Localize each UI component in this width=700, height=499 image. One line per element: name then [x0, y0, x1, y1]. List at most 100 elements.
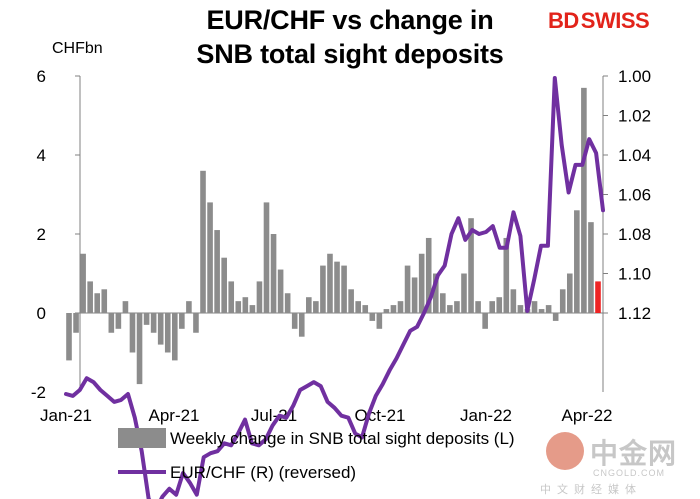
right-tick-label: 1.00: [618, 67, 651, 86]
bar-mark: [574, 210, 580, 313]
right-tick-label: 1.02: [618, 107, 651, 126]
bar-mark: [108, 313, 115, 333]
left-tick-label: 2: [37, 225, 46, 244]
bar-mark: [348, 289, 354, 313]
bar-mark: [306, 297, 312, 313]
right-tick-label: 1.10: [618, 265, 651, 284]
bar-mark: [298, 313, 305, 337]
bar-mark: [327, 253, 333, 313]
bar-mark: [475, 301, 481, 313]
bar-mark: [242, 297, 249, 313]
bar-mark: [101, 289, 108, 313]
right-tick-label: 1.06: [618, 186, 651, 205]
bar-mark: [313, 301, 319, 313]
bar-mark: [517, 305, 524, 313]
right-tick-label: 1.08: [618, 225, 651, 244]
bar-mark: [73, 313, 79, 333]
bar-mark: [256, 281, 263, 313]
bar-mark: [510, 289, 517, 313]
bar-mark: [489, 301, 495, 313]
bdswiss-logo: BD SWISS: [548, 6, 698, 36]
legend-bar-label: Weekly change in SNB total sight deposit…: [170, 429, 515, 448]
bar-mark: [179, 313, 185, 329]
bar-mark: [566, 273, 573, 313]
bar-mark: [320, 265, 326, 313]
legend-bar-swatch: [118, 428, 166, 448]
bar-mark: [94, 293, 101, 313]
x-tick-label: Apr-22: [561, 406, 612, 425]
bar-mark: [80, 253, 86, 313]
bar-mark: [588, 222, 594, 313]
bar-mark: [186, 301, 192, 313]
watermark-sub-text: 中文财经媒体: [540, 484, 642, 496]
bar-mark: [411, 277, 418, 313]
left-tick-label: 4: [37, 146, 46, 165]
chart-title-line-2: SNB total sight deposits: [196, 39, 504, 69]
bar-mark: [334, 261, 340, 313]
bar-mark: [355, 301, 361, 313]
bar-mark: [545, 305, 552, 313]
bar-mark: [136, 313, 143, 385]
bar-mark: [390, 305, 397, 313]
bar-mark: [559, 289, 566, 313]
x-tick-label: Apr-21: [148, 406, 199, 425]
watermark-cn-text: 中金网: [590, 437, 678, 470]
bar-mark: [425, 237, 432, 313]
left-tick-label: -2: [31, 383, 46, 402]
logo-bd-text: BD: [548, 8, 579, 33]
bar-mark: [249, 305, 256, 313]
watermark-domain-text: CNGOLD.COM: [593, 468, 666, 478]
bar-mark: [503, 237, 510, 313]
eurchf-line: [64, 76, 605, 499]
bar-mark: [341, 265, 347, 313]
bar-mark: [193, 313, 199, 333]
x-tick-label: Oct-21: [354, 406, 405, 425]
bar-mark: [404, 265, 411, 313]
bar-mark: [482, 313, 488, 329]
bar-mark: [228, 281, 235, 313]
bar-mark: [157, 313, 164, 345]
bar-mark: [595, 281, 601, 313]
bar-mark: [200, 170, 206, 313]
bar-mark: [129, 313, 136, 353]
bar-mark: [87, 281, 93, 313]
bar-mark: [143, 313, 150, 325]
bar-mark: [235, 301, 242, 313]
bar-mark: [432, 273, 439, 313]
bar-mark: [552, 313, 559, 321]
bar-mark: [461, 273, 467, 313]
bar-mark: [362, 305, 369, 313]
left-axis-unit-label: CHFbn: [52, 40, 103, 57]
bar-mark: [397, 301, 404, 313]
bar-mark: [376, 313, 383, 329]
bar-mark: [418, 253, 425, 313]
bar-mark: [66, 313, 72, 361]
left-tick-label: 0: [37, 304, 46, 323]
bar-mark: [277, 269, 284, 313]
legend-line-label: EUR/CHF (R) (reversed): [170, 463, 356, 482]
bar-mark: [468, 218, 474, 313]
bar-mark: [369, 313, 376, 321]
bar-mark: [440, 293, 446, 313]
bar-mark: [581, 87, 587, 313]
right-tick-label: 1.04: [618, 146, 651, 165]
bar-mark: [122, 301, 129, 313]
bar-mark: [383, 309, 390, 313]
right-tick-label: 1.12: [618, 304, 651, 323]
bar-mark: [454, 301, 460, 313]
bar-mark: [164, 313, 171, 353]
bar-mark: [284, 293, 291, 313]
bar-mark: [291, 313, 298, 329]
bar-mark: [172, 313, 178, 361]
bar-mark: [115, 313, 122, 329]
bar-mark: [531, 301, 538, 313]
bar-mark: [496, 297, 503, 313]
x-tick-label: Jan-21: [40, 406, 92, 425]
bar-mark: [270, 234, 277, 313]
cngold-watermark: 中金网 CNGOLD.COM 中文财经媒体: [538, 428, 698, 498]
chart-title-line-1: EUR/CHF vs change in: [206, 5, 494, 35]
x-tick-label: Jan-22: [460, 406, 512, 425]
cngold-badge-icon: [546, 432, 584, 470]
bar-mark: [150, 313, 157, 333]
